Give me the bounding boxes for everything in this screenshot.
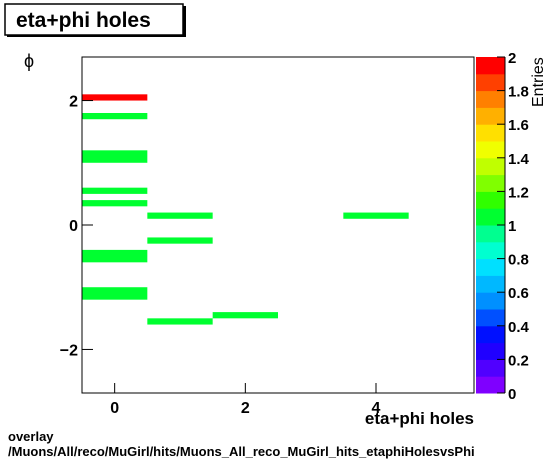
palette-band [476, 141, 505, 159]
cell [343, 212, 409, 219]
x-tick-label: 2 [241, 400, 250, 417]
palette-band [476, 174, 505, 192]
palette-band [476, 325, 505, 344]
x-tick-label: 0 [110, 400, 119, 417]
cell [147, 237, 213, 244]
plot-frame [81, 56, 475, 394]
palette-band [476, 342, 505, 360]
palette-band [476, 309, 505, 327]
palette-band [476, 208, 505, 226]
cell [82, 287, 148, 300]
cell [82, 94, 148, 101]
y-tick-label: 2 [69, 94, 78, 111]
palette-band [476, 124, 505, 142]
title-box [4, 3, 184, 36]
y-tick-label: 0 [69, 218, 78, 235]
palette-band [476, 107, 505, 125]
footer: overlay [8, 429, 54, 444]
z-tick-label: 1.6 [508, 117, 529, 134]
x-axis-label: eta+phi holes [365, 409, 474, 428]
cell [82, 187, 148, 194]
y-tick-label: −2 [60, 342, 78, 359]
palette-band [476, 157, 505, 176]
palette-band [476, 376, 505, 394]
x-tick-label: 4 [372, 400, 381, 417]
title-shadow [7, 35, 186, 37]
palette-band [476, 73, 505, 92]
z-axis-label: Entries [530, 57, 546, 107]
z-tick-label: 1.4 [508, 151, 530, 168]
title-shadow [183, 6, 186, 37]
palette-band [476, 275, 505, 293]
cell [82, 249, 148, 263]
z-tick-label: 1.2 [508, 184, 529, 201]
cell [147, 318, 213, 325]
cell [82, 200, 148, 207]
palette-band [476, 90, 505, 108]
z-tick-label: 0.4 [508, 319, 530, 336]
cell [147, 212, 213, 219]
footer: /Muons/All/reco/MuGirl/hits/Muons_All_re… [8, 444, 475, 459]
z-tick-label: 0.6 [508, 285, 529, 302]
cell [82, 113, 148, 120]
palette-band [476, 359, 505, 377]
z-tick-label: 2 [508, 50, 516, 67]
cell [212, 312, 278, 319]
palette-band [476, 225, 505, 243]
palette-band [476, 258, 505, 276]
z-tick-label: 0.8 [508, 252, 529, 269]
chart-title: eta+phi holes [16, 9, 151, 32]
palette-band [476, 57, 505, 75]
z-tick-label: 0 [508, 386, 516, 403]
y-axis-label: ϕ [24, 51, 34, 71]
palette-band [476, 292, 505, 310]
palette-band [476, 241, 505, 260]
z-tick-label: 0.2 [508, 352, 529, 369]
z-tick-label: 1 [508, 218, 516, 235]
cell [82, 150, 148, 163]
z-tick-label: 1.8 [508, 84, 529, 101]
palette-band [476, 191, 505, 209]
